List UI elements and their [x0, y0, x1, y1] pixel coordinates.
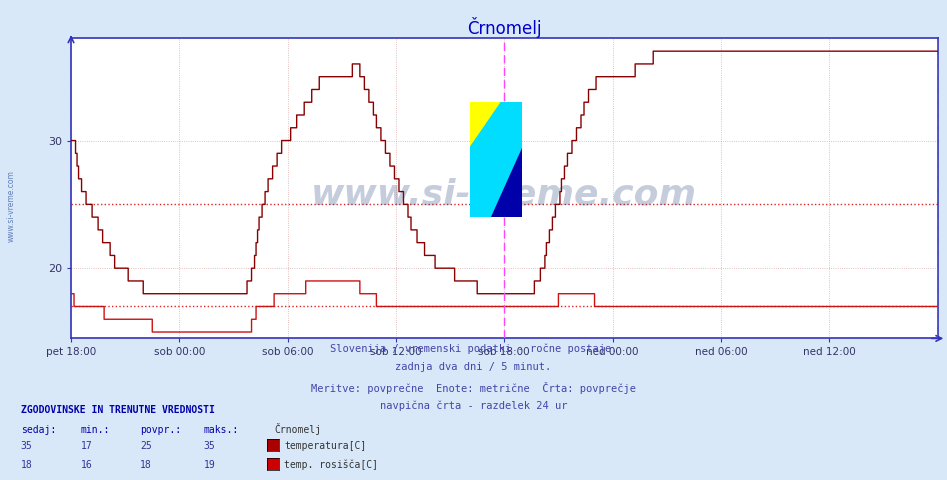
Text: min.:: min.:	[80, 425, 110, 435]
Text: 25: 25	[140, 441, 152, 451]
Polygon shape	[470, 102, 523, 217]
Text: navpična črta - razdelek 24 ur: navpična črta - razdelek 24 ur	[380, 401, 567, 411]
Polygon shape	[470, 102, 523, 217]
Text: 19: 19	[204, 460, 215, 470]
Text: Slovenija / vremenski podatki - ročne postaje.: Slovenija / vremenski podatki - ročne po…	[330, 343, 617, 354]
Polygon shape	[470, 102, 523, 217]
Text: www.si-vreme.com: www.si-vreme.com	[312, 178, 697, 211]
Text: Črnomelj: Črnomelj	[275, 423, 322, 435]
Text: 18: 18	[140, 460, 152, 470]
Text: www.si-vreme.com: www.si-vreme.com	[7, 170, 16, 242]
Text: 16: 16	[80, 460, 92, 470]
Text: 35: 35	[204, 441, 215, 451]
Text: 17: 17	[80, 441, 92, 451]
Text: maks.:: maks.:	[204, 425, 239, 435]
Text: zadnja dva dni / 5 minut.: zadnja dva dni / 5 minut.	[396, 362, 551, 372]
Title: Črnomelj: Črnomelj	[467, 17, 542, 38]
Text: temperatura[C]: temperatura[C]	[284, 441, 366, 451]
Polygon shape	[491, 148, 523, 217]
Text: ZGODOVINSKE IN TRENUTNE VREDNOSTI: ZGODOVINSKE IN TRENUTNE VREDNOSTI	[21, 405, 215, 415]
Polygon shape	[470, 102, 496, 160]
Text: sedaj:: sedaj:	[21, 425, 56, 435]
Text: temp. rosišča[C]: temp. rosišča[C]	[284, 459, 378, 470]
Text: 18: 18	[21, 460, 32, 470]
Text: 35: 35	[21, 441, 32, 451]
Text: Meritve: povprečne  Enote: metrične  Črta: povprečje: Meritve: povprečne Enote: metrične Črta:…	[311, 382, 636, 394]
Text: povpr.:: povpr.:	[140, 425, 181, 435]
